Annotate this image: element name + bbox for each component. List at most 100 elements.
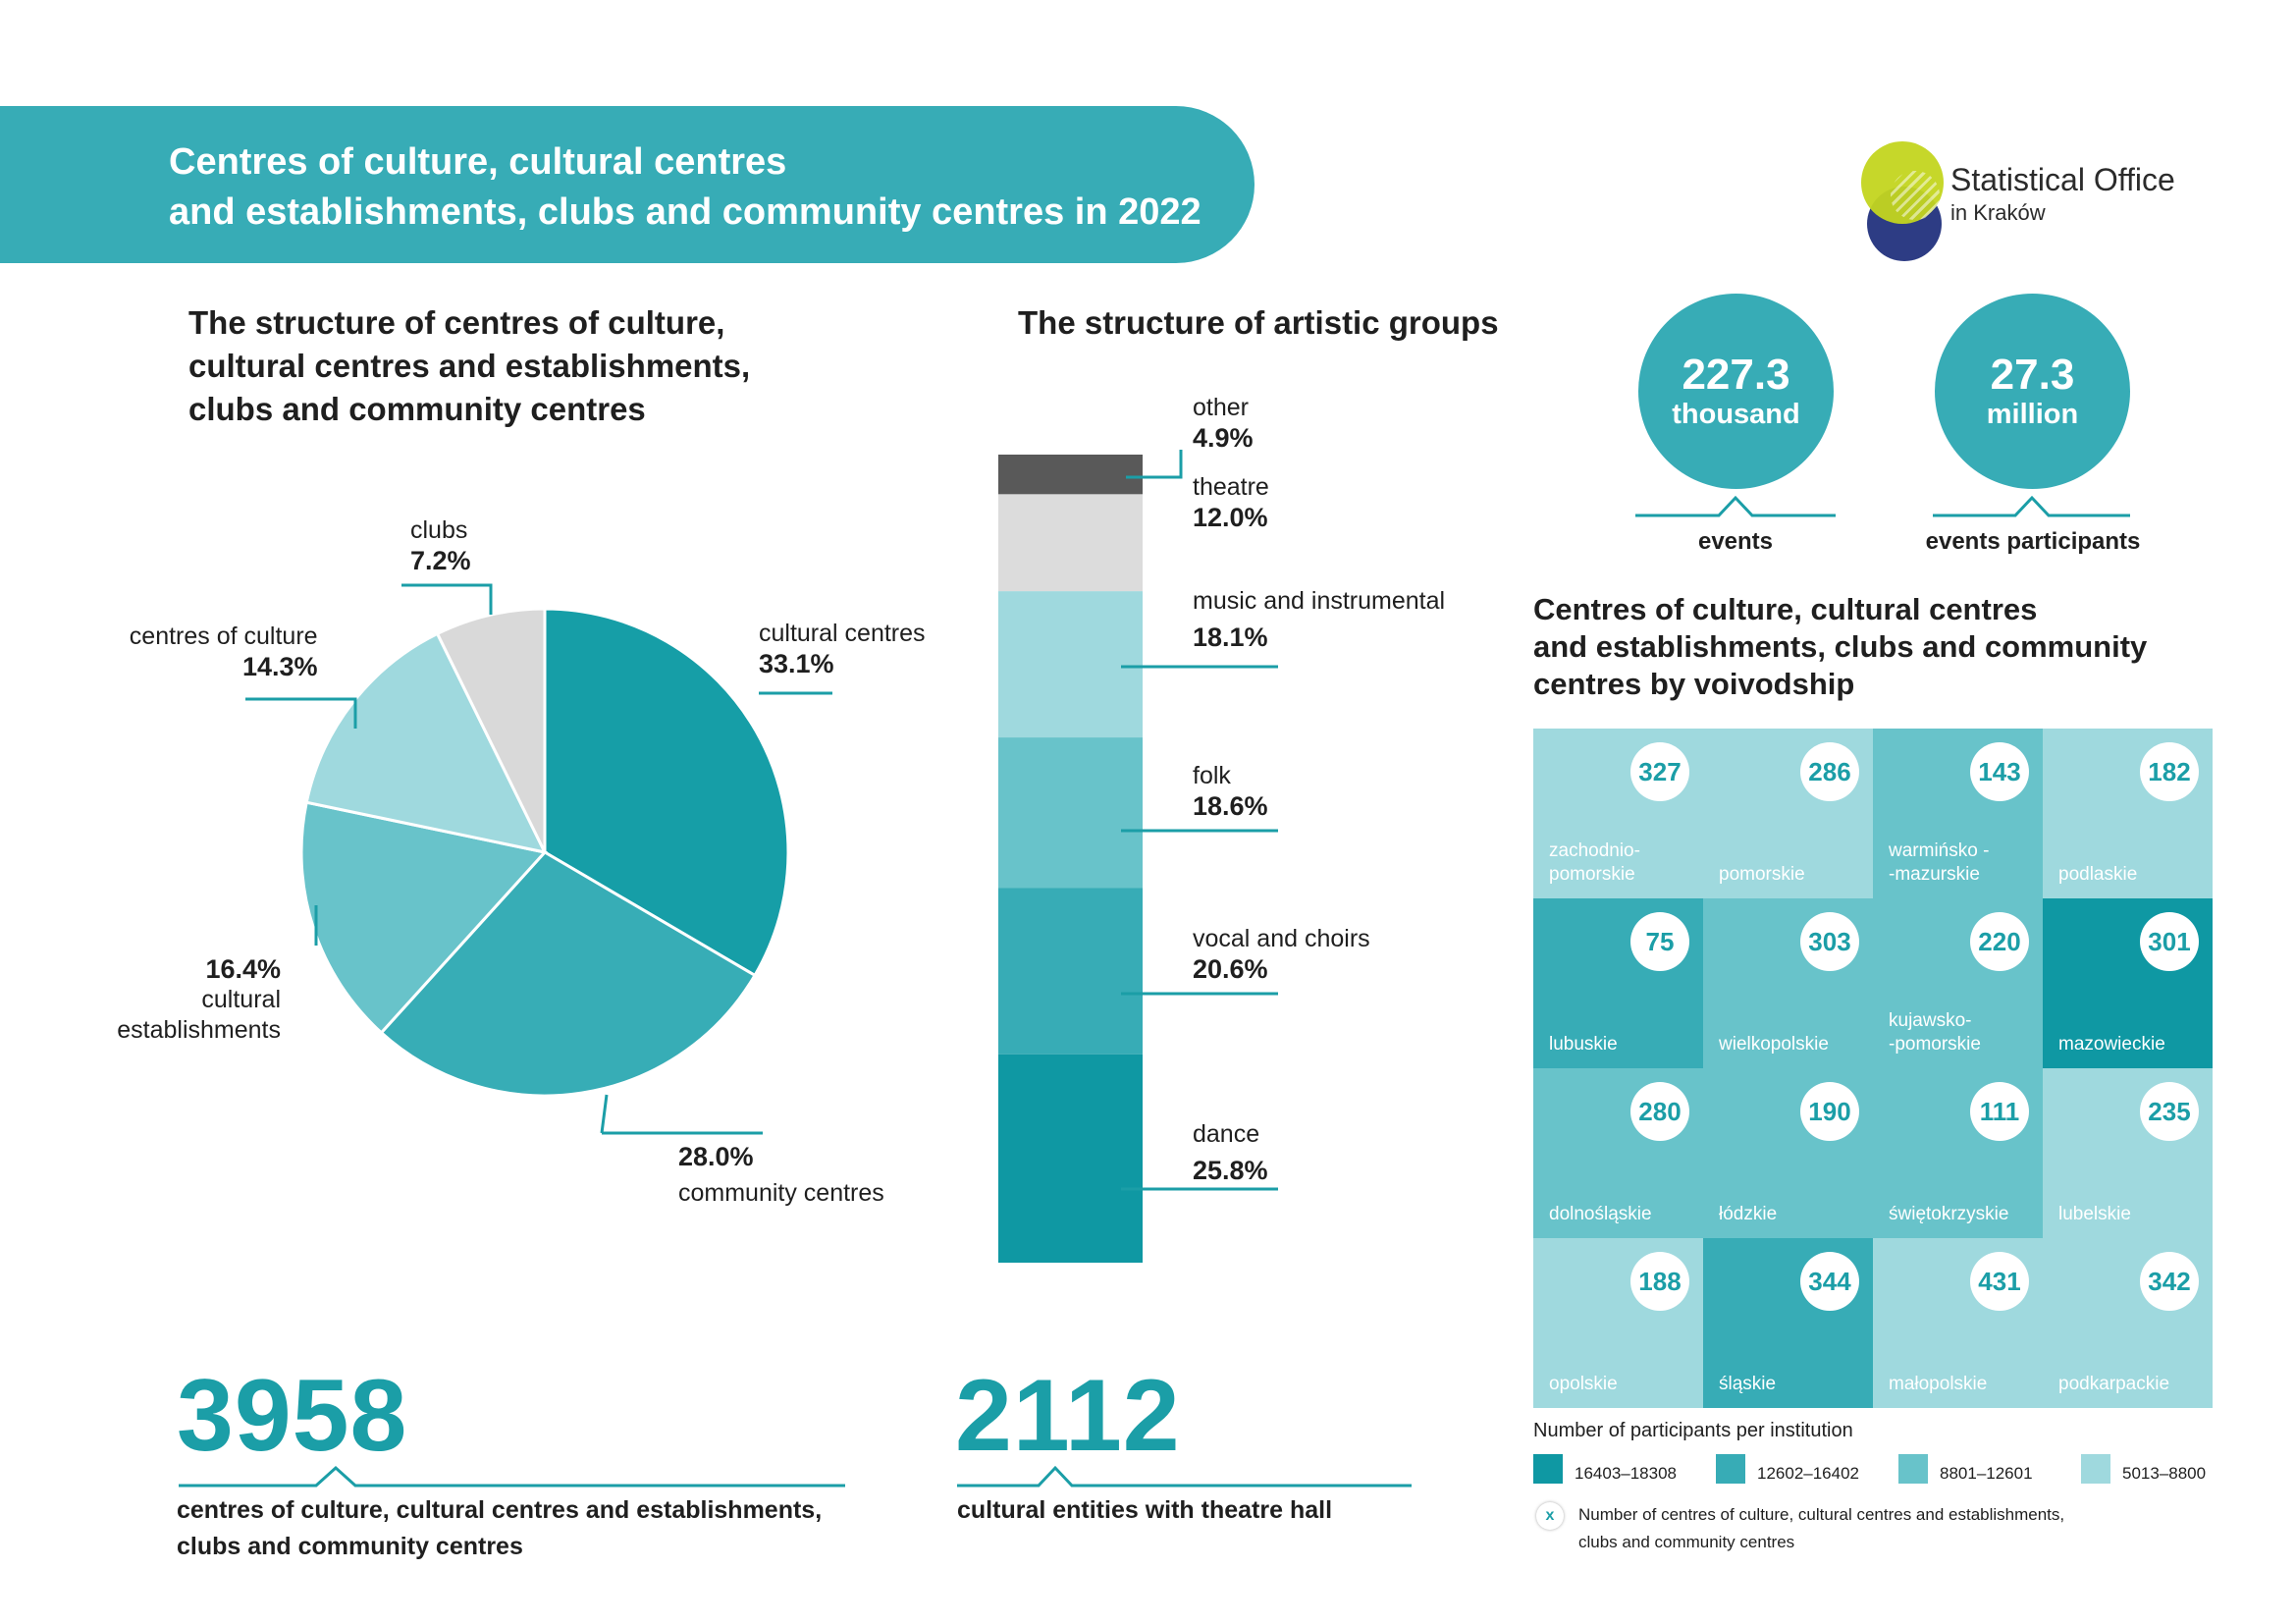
pie-label-cultural-centres: cultural centres 33.1%	[759, 619, 926, 679]
logo-text: Statistical Office in Kraków	[1950, 163, 2175, 230]
bar-segment-other	[998, 455, 1143, 495]
voivodship-name: śląskie	[1719, 1374, 1777, 1394]
voivodship-title-line1: Centres of culture, cultural centres	[1533, 592, 2038, 626]
legend-swatch-3	[1898, 1454, 1928, 1484]
voivodship-count-badge: 301	[2140, 912, 2199, 971]
pie-slice-cultural-establishments	[299, 800, 548, 1035]
connector-line	[401, 583, 493, 615]
connector-line	[600, 1094, 763, 1135]
connector-line	[245, 697, 357, 729]
note-line1: Number of centres of culture, cultural c…	[1578, 1505, 2065, 1524]
voivodship-count-badge: 111	[1970, 1082, 2029, 1141]
bar-label-theatre-name: theatre	[1193, 473, 1269, 501]
logo-line2: in Kraków	[1950, 200, 2046, 225]
voivodship-count-badge: 286	[1800, 742, 1859, 801]
pie-label-centres-of-culture: centres of culture 14.3%	[123, 622, 318, 682]
pie-title-line2: cultural centres and establishments,	[188, 348, 751, 384]
voivodship-count-badge: 431	[1970, 1252, 2029, 1311]
page-title-line1: Centres of culture, cultural centres	[169, 141, 787, 183]
participants-value: 27.3	[1990, 350, 2075, 399]
voivodship-cell: 286 pomorskie	[1703, 729, 1873, 898]
voivodship-cell: 431 małopolskie	[1873, 1238, 2043, 1408]
groups-section-title: The structure of artistic groups	[1018, 304, 1499, 341]
voivodship-name: kujawsko- -pomorskie	[1889, 1010, 1981, 1055]
connector-line	[957, 1465, 1412, 1488]
voivodship-name: lubuskie	[1549, 1034, 1618, 1055]
logo-line1: Statistical Office	[1950, 162, 2175, 197]
voivodship-section-title: Centres of culture, cultural centres and…	[1533, 591, 2240, 703]
pie-label-establishments-value: 16.4%	[205, 954, 281, 984]
voivodship-name: opolskie	[1549, 1374, 1618, 1394]
events-circle: 227.3 thousand	[1638, 294, 1834, 489]
voivodship-name: wielkopolskie	[1719, 1034, 1829, 1055]
voivodship-name: małopolskie	[1889, 1374, 1988, 1394]
centres-total-caption: centres of culture, cultural centres and…	[177, 1492, 883, 1565]
bar-label-folk-name: folk	[1193, 762, 1231, 789]
voivodship-cell: 303 wielkopolskie	[1703, 898, 1873, 1068]
legend-label-2: 12602–16402	[1757, 1464, 1860, 1483]
voivodship-count-badge: 190	[1800, 1082, 1859, 1141]
pie-title-line1: The structure of centres of culture,	[188, 304, 725, 341]
voivodship-cell: 111 świętokrzyskie	[1873, 1068, 2043, 1238]
legend-label-3: 8801–12601	[1940, 1464, 2033, 1483]
voivodship-title-line2: and establishments, clubs and community	[1533, 629, 2148, 664]
voivodship-cell: 190 łódzkie	[1703, 1068, 1873, 1238]
voivodship-count-badge: 280	[1630, 1082, 1689, 1141]
pie-label-establishments-name: cultural establishments	[117, 986, 281, 1044]
bar-segment-dance	[998, 1054, 1143, 1263]
bar-label-vocal: vocal and choirs 20.6%	[1193, 924, 1370, 985]
bar-label-music: music and instrumental 18.1%	[1193, 586, 1445, 653]
events-caption: events	[1697, 528, 1774, 555]
pie-label-cultural-establishments: 16.4% cultural establishments	[94, 954, 281, 1046]
pie-slice-cultural-centres	[543, 607, 790, 978]
legend-title: Number of participants per institution	[1533, 1420, 1853, 1441]
theatre-total-number: 2112	[955, 1359, 1181, 1473]
theatre-total-caption: cultural entities with theatre hall	[957, 1496, 1333, 1524]
bar-label-other-value: 4.9%	[1193, 423, 1254, 453]
connector-line	[179, 1465, 845, 1488]
note-text: Number of centres of culture, cultural c…	[1578, 1501, 2216, 1556]
bar-label-dance-value: 25.8%	[1193, 1156, 1268, 1185]
pie-label-clubs-value: 7.2%	[410, 546, 471, 575]
bar-label-other-name: other	[1193, 394, 1249, 421]
bar-label-dance: dance 25.8%	[1193, 1119, 1268, 1186]
bar-label-vocal-value: 20.6%	[1193, 954, 1268, 984]
events-value: 227.3	[1682, 350, 1790, 399]
legend-swatch-2	[1716, 1454, 1745, 1484]
pie-label-community-centres: 28.0% community centres	[678, 1142, 884, 1209]
voivodship-cell: 342 podkarpackie	[2043, 1238, 2213, 1408]
bar-label-folk: folk 18.6%	[1193, 761, 1268, 822]
participants-unit: million	[1986, 398, 2079, 430]
centres-caption-line1: centres of culture, cultural centres and…	[177, 1496, 823, 1524]
pie-slice-clubs	[435, 607, 547, 853]
bar-label-dance-name: dance	[1193, 1120, 1260, 1148]
legend-label-4: 5013–8800	[2122, 1464, 2207, 1483]
legend-swatch-4	[2081, 1454, 2110, 1484]
voivodship-name: zachodnio-pomorskie	[1549, 840, 1640, 885]
voivodship-name: warmińsko - -mazurskie	[1889, 840, 1990, 885]
pie-label-cultural-centres-value: 33.1%	[759, 649, 834, 678]
legend-swatch-1	[1533, 1454, 1563, 1484]
voivodship-count-badge: 75	[1630, 912, 1689, 971]
voivodship-count-badge: 143	[1970, 742, 2029, 801]
voivodship-count-badge: 188	[1630, 1252, 1689, 1311]
page-title-line2: and establishments, clubs and community …	[169, 191, 1201, 233]
bar-label-theatre: theatre 12.0%	[1193, 472, 1269, 533]
voivodship-cell: 344 śląskie	[1703, 1238, 1873, 1408]
voivodship-cell: 75 lubuskie	[1533, 898, 1703, 1068]
voivodship-count-badge: 235	[2140, 1082, 2199, 1141]
pie-label-cultural-centres-name: cultural centres	[759, 620, 926, 647]
centres-total-number: 3958	[177, 1359, 408, 1473]
voivodship-name: łódzkie	[1719, 1204, 1778, 1224]
statistical-office-logo-icon	[1861, 141, 1969, 261]
voivodship-name: podlaskie	[2058, 864, 2138, 885]
voivodship-cell: 280 dolnośląskie	[1533, 1068, 1703, 1238]
bar-segment-vocal-and-choirs	[998, 888, 1143, 1055]
note-symbol: x	[1545, 1507, 1555, 1524]
bar-label-music-value: 18.1%	[1193, 623, 1268, 652]
voivodship-cell: 220 kujawsko- -pomorskie	[1873, 898, 2043, 1068]
bar-segment-music-and-instrumental	[998, 591, 1143, 738]
